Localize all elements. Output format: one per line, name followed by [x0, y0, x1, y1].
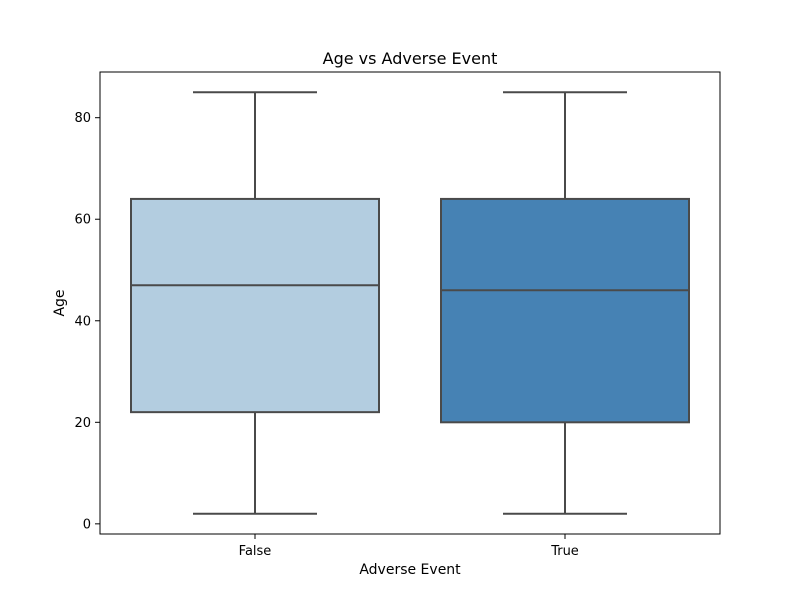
plot-frame	[99, 71, 721, 535]
box-true	[440, 91, 690, 515]
y-axis-label: Age	[52, 289, 68, 316]
y-tick-label: 0	[83, 517, 91, 532]
box-false	[130, 91, 380, 515]
x-tick-label: True	[550, 544, 579, 559]
y-tick-label: 40	[74, 314, 91, 329]
y-axis: 0 20 40 60 80	[74, 111, 100, 532]
x-tick-label: False	[239, 544, 272, 559]
y-tick-label: 80	[74, 111, 91, 126]
y-tick-label: 20	[74, 416, 91, 431]
x-axis: False True	[239, 534, 579, 559]
chart-title: Age vs Adverse Event	[323, 49, 498, 68]
box-iqr	[130, 197, 380, 414]
x-axis-label: Adverse Event	[359, 562, 461, 578]
plot-area	[130, 91, 690, 515]
y-tick-label: 60	[74, 213, 91, 228]
box-iqr	[440, 197, 690, 424]
